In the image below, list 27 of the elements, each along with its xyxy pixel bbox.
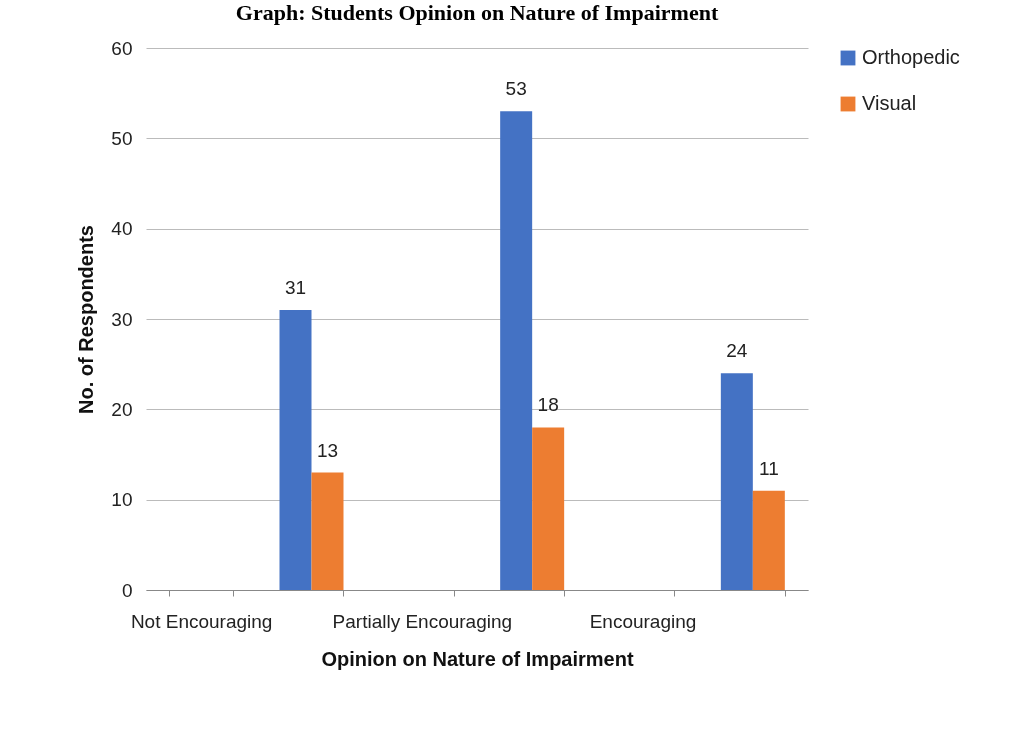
bar [311, 472, 344, 590]
legend-label: Orthopedic [862, 46, 960, 68]
bar [532, 427, 565, 590]
chart-title: Graph: Students Opinion on Nature of Impairment [235, 0, 719, 25]
bar [752, 490, 785, 590]
x-tick-label: Encouraging [589, 610, 697, 632]
y-tick-label: 30 [111, 308, 133, 330]
y-tick-label: 10 [111, 489, 133, 511]
x-tick-label: Not Encouraging [130, 610, 273, 632]
data-label: 31 [284, 276, 307, 298]
data-label: 11 [758, 457, 779, 479]
bar [279, 309, 312, 590]
y-tick-label: 40 [111, 218, 133, 240]
x-tick-label: Partially Encouraging [332, 610, 513, 632]
bar [500, 111, 533, 590]
data-label: 53 [505, 78, 527, 100]
y-tick-label: 50 [111, 127, 133, 149]
y-axis-title: No. of Respondents [75, 225, 98, 414]
y-tick-label: 0 [121, 579, 133, 601]
y-tick-label: 20 [111, 398, 133, 420]
y-tick-label: 60 [111, 37, 133, 59]
data-label: 18 [537, 394, 559, 416]
bar [720, 373, 753, 590]
data-label: 24 [726, 340, 748, 362]
x-axis-title: Opinion on Nature of Impairment [321, 647, 634, 670]
data-label: 13 [316, 439, 339, 461]
legend-label: Visual [862, 92, 917, 114]
